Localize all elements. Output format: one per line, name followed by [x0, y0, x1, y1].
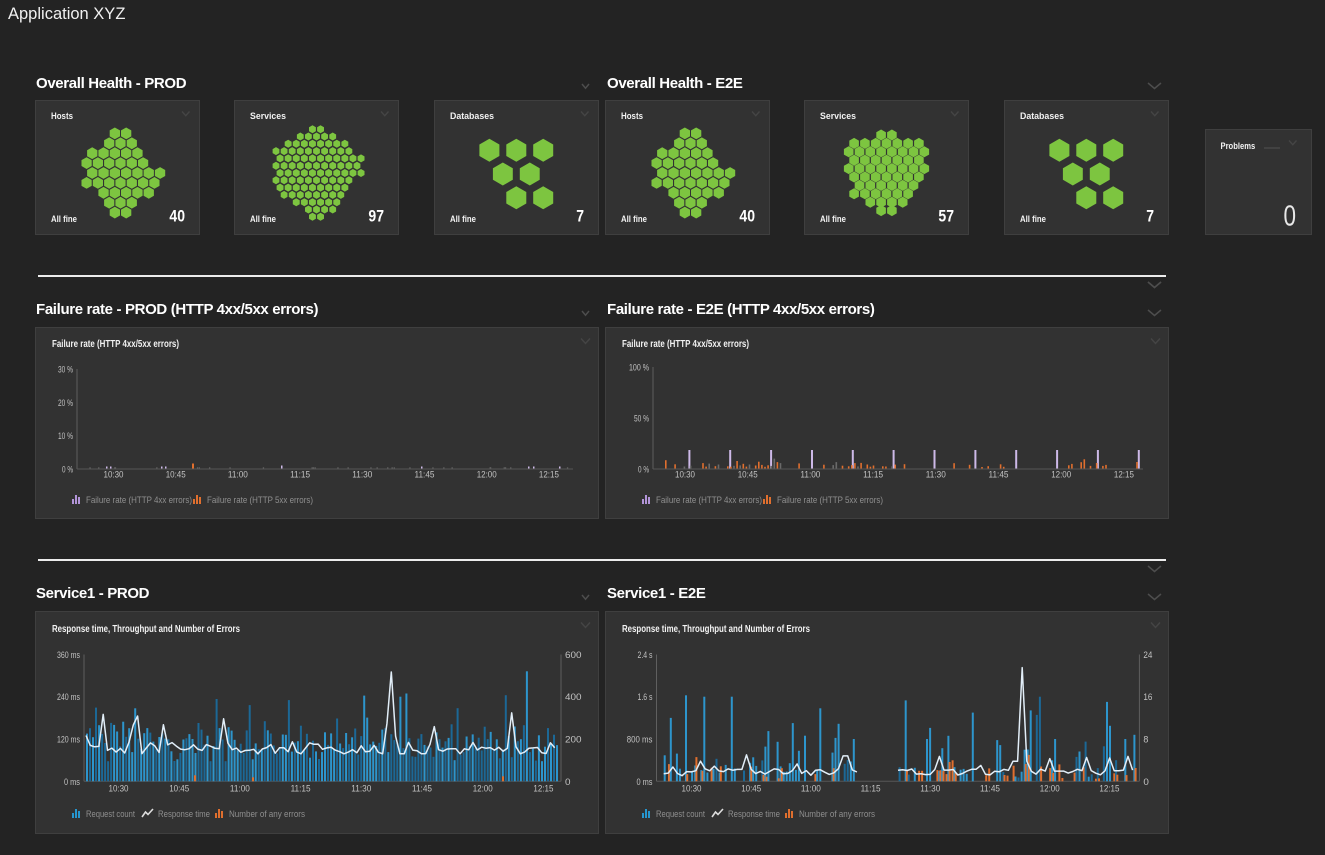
- svg-text:Response time, Throughput and: Response time, Throughput and Number of …: [622, 624, 810, 635]
- svg-text:All fine: All fine: [1020, 214, 1046, 224]
- svg-text:200: 200: [565, 735, 582, 746]
- svg-text:8: 8: [1143, 735, 1148, 746]
- svg-text:57: 57: [938, 208, 954, 226]
- svg-text:All fine: All fine: [621, 214, 647, 224]
- svg-text:Failure rate (HTTP 4xx errors): Failure rate (HTTP 4xx errors): [656, 495, 762, 506]
- svg-text:16: 16: [1143, 692, 1152, 703]
- svg-text:All fine: All fine: [450, 214, 476, 224]
- svg-text:0 %: 0 %: [62, 465, 73, 476]
- svg-text:10:45: 10:45: [166, 470, 186, 481]
- svg-text:97: 97: [368, 208, 384, 226]
- svg-text:All fine: All fine: [820, 214, 846, 224]
- svg-text:Failure rate (HTTP 4xx/5xx err: Failure rate (HTTP 4xx/5xx errors): [52, 339, 179, 350]
- svg-text:11:30: 11:30: [351, 784, 371, 795]
- svg-text:360 ms: 360 ms: [57, 650, 80, 661]
- svg-text:Hosts: Hosts: [51, 111, 73, 121]
- svg-text:Response time, Throughput and: Response time, Throughput and Number of …: [52, 624, 240, 635]
- svg-text:11:30: 11:30: [352, 470, 372, 481]
- svg-text:0: 0: [1143, 777, 1149, 788]
- svg-text:11:15: 11:15: [291, 784, 311, 795]
- svg-text:800 ms: 800 ms: [627, 735, 653, 746]
- svg-text:0: 0: [565, 777, 571, 788]
- svg-text:11:45: 11:45: [980, 784, 1000, 795]
- svg-text:0 ms: 0 ms: [64, 777, 80, 788]
- svg-text:12:00: 12:00: [1051, 470, 1071, 481]
- svg-text:7: 7: [576, 208, 584, 226]
- svg-text:11:30: 11:30: [926, 470, 946, 481]
- svg-text:240 ms: 240 ms: [57, 692, 80, 703]
- svg-text:11:30: 11:30: [920, 784, 940, 795]
- svg-text:Request count: Request count: [86, 809, 135, 820]
- svg-text:0 ms: 0 ms: [637, 777, 653, 788]
- svg-text:Problems: Problems: [1221, 141, 1256, 151]
- svg-text:10:45: 10:45: [169, 784, 189, 795]
- svg-text:120 ms: 120 ms: [57, 735, 80, 746]
- svg-text:11:45: 11:45: [412, 784, 432, 795]
- svg-text:11:00: 11:00: [228, 470, 248, 481]
- svg-text:Response time: Response time: [158, 809, 210, 820]
- svg-text:10:30: 10:30: [675, 470, 695, 481]
- svg-text:1.6 s: 1.6 s: [638, 692, 653, 703]
- svg-text:0 %: 0 %: [638, 465, 649, 476]
- svg-text:40: 40: [169, 208, 185, 226]
- svg-text:All fine: All fine: [51, 214, 77, 224]
- svg-text:12:15: 12:15: [533, 784, 553, 795]
- svg-text:All fine: All fine: [250, 214, 276, 224]
- svg-text:Number of any errors: Number of any errors: [229, 809, 305, 820]
- svg-text:12:15: 12:15: [1099, 784, 1119, 795]
- svg-text:11:00: 11:00: [230, 784, 250, 795]
- svg-text:10 %: 10 %: [58, 431, 73, 442]
- svg-text:12:00: 12:00: [1040, 784, 1060, 795]
- svg-text:12:00: 12:00: [477, 470, 497, 481]
- svg-text:11:45: 11:45: [989, 470, 1009, 481]
- svg-text:12:00: 12:00: [473, 784, 493, 795]
- svg-text:Failure rate (HTTP 5xx errors): Failure rate (HTTP 5xx errors): [207, 495, 313, 506]
- svg-text:Failure rate (HTTP 5xx errors): Failure rate (HTTP 5xx errors): [777, 495, 883, 506]
- svg-text:11:15: 11:15: [290, 470, 310, 481]
- svg-text:Databases: Databases: [450, 111, 494, 121]
- svg-text:20 %: 20 %: [58, 398, 73, 409]
- svg-text:10:30: 10:30: [104, 470, 124, 481]
- svg-text:Hosts: Hosts: [621, 111, 643, 121]
- svg-text:10:30: 10:30: [109, 784, 129, 795]
- svg-text:10:30: 10:30: [682, 784, 702, 795]
- svg-text:11:00: 11:00: [801, 784, 821, 795]
- svg-text:12:15: 12:15: [539, 470, 559, 481]
- svg-text:40: 40: [739, 208, 755, 226]
- svg-text:100 %: 100 %: [629, 363, 649, 374]
- svg-text:12:15: 12:15: [1114, 470, 1134, 481]
- svg-text:24: 24: [1143, 650, 1152, 661]
- svg-text:Failure rate (HTTP 4xx errors): Failure rate (HTTP 4xx errors): [86, 495, 192, 506]
- svg-text:7: 7: [1146, 208, 1154, 226]
- svg-text:Failure rate (HTTP 4xx/5xx err: Failure rate (HTTP 4xx/5xx errors): [622, 339, 749, 350]
- svg-text:11:00: 11:00: [800, 470, 820, 481]
- svg-text:11:15: 11:15: [861, 784, 881, 795]
- svg-text:Response time: Response time: [728, 809, 780, 820]
- svg-text:11:15: 11:15: [863, 470, 883, 481]
- svg-text:Services: Services: [250, 111, 286, 121]
- svg-text:Services: Services: [820, 111, 856, 121]
- svg-text:400: 400: [565, 692, 582, 703]
- svg-text:Databases: Databases: [1020, 111, 1064, 121]
- svg-text:50 %: 50 %: [634, 414, 649, 425]
- svg-text:10:45: 10:45: [738, 470, 758, 481]
- svg-text:0: 0: [1284, 201, 1297, 233]
- svg-text:600: 600: [565, 650, 582, 661]
- svg-text:2.4 s: 2.4 s: [638, 650, 653, 661]
- svg-text:Number of any errors: Number of any errors: [799, 809, 875, 820]
- svg-text:30 %: 30 %: [58, 365, 73, 376]
- svg-text:10:45: 10:45: [741, 784, 761, 795]
- svg-text:11:45: 11:45: [415, 470, 435, 481]
- svg-text:Request count: Request count: [656, 809, 705, 820]
